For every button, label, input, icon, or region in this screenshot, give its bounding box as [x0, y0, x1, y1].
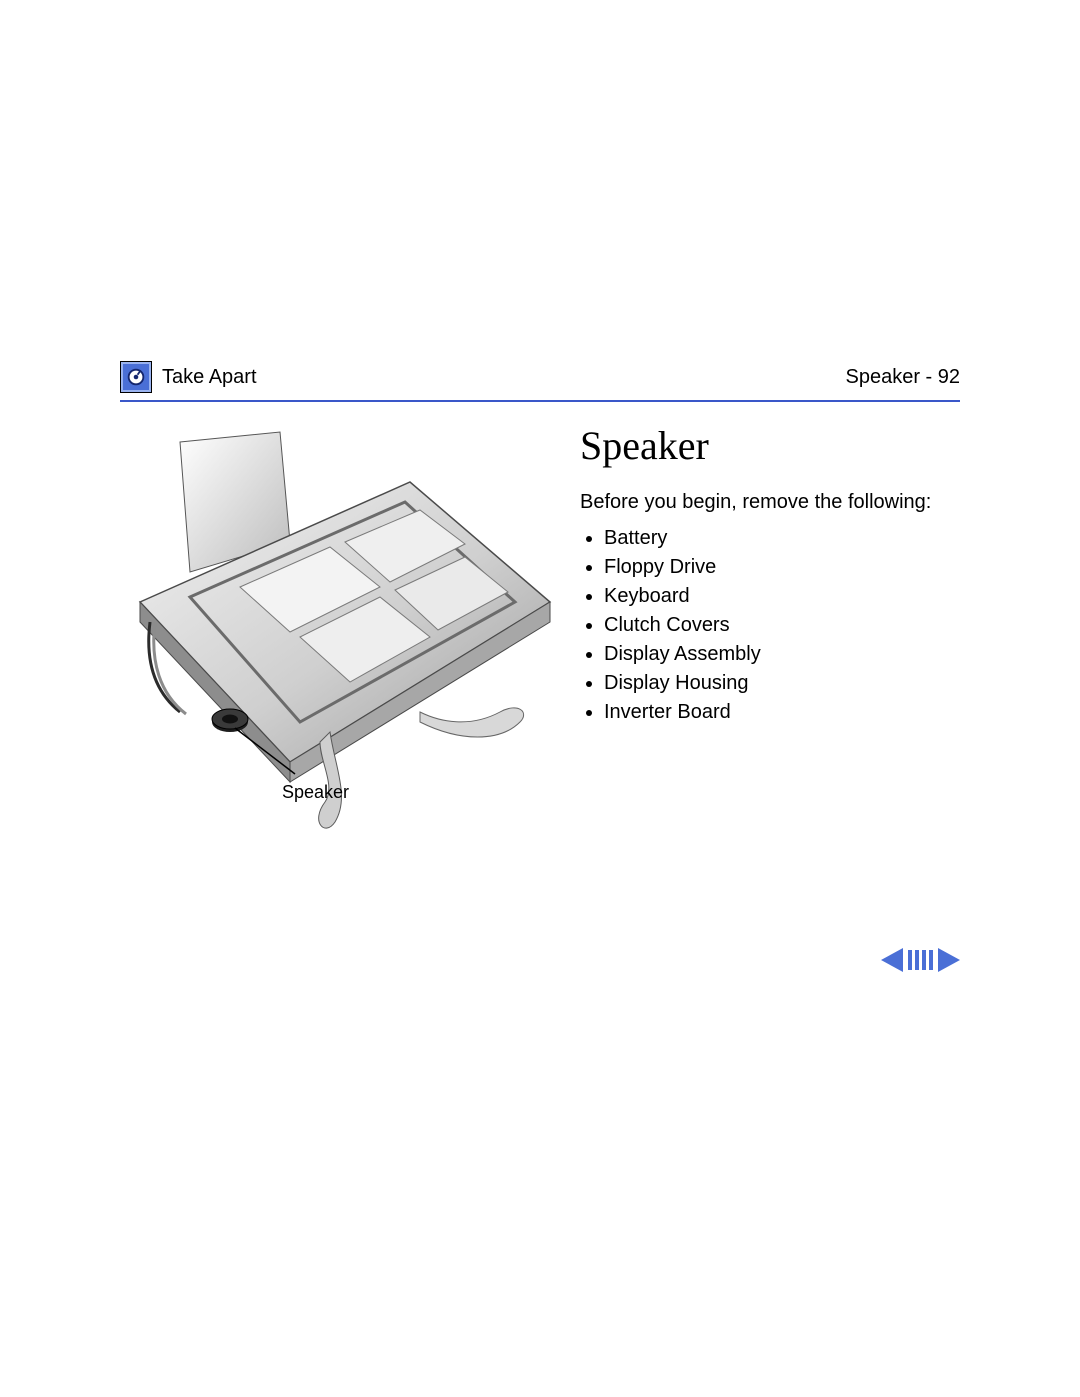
list-item: Clutch Covers: [604, 611, 940, 640]
page-number-label: Speaker - 92: [845, 366, 960, 389]
text-column: Speaker Before you begin, remove the fol…: [580, 412, 940, 727]
prerequisite-list: Battery Floppy Drive Keyboard Clutch Cov…: [580, 524, 940, 727]
nav-index-button[interactable]: [905, 950, 936, 970]
page-title: Speaker: [580, 422, 940, 469]
section-name: Take Apart: [162, 366, 257, 389]
list-item: Display Assembly: [604, 640, 940, 669]
nav-bar-icon: [915, 950, 919, 970]
service-manual-icon: [120, 361, 152, 393]
content-area: Take Apart Speaker - 92: [120, 360, 960, 972]
body-area: Speaker Speaker Before you begin, remove…: [120, 412, 960, 972]
nav-bar-icon: [908, 950, 912, 970]
page-header: Take Apart Speaker - 92: [120, 360, 960, 394]
chassis-illustration: Speaker: [120, 422, 560, 842]
next-page-button[interactable]: [938, 948, 960, 972]
list-item: Inverter Board: [604, 698, 940, 727]
lead-paragraph: Before you begin, remove the following:: [580, 489, 940, 516]
list-item: Keyboard: [604, 582, 940, 611]
header-rule: [120, 400, 960, 402]
nav-bar-icon: [929, 950, 933, 970]
page-nav: [881, 948, 960, 972]
page: Take Apart Speaker - 92: [0, 0, 1080, 1397]
header-left: Take Apart: [120, 361, 257, 393]
list-item: Battery: [604, 524, 940, 553]
figure-callout-speaker: Speaker: [282, 782, 349, 803]
prev-page-button[interactable]: [881, 948, 903, 972]
list-item: Display Housing: [604, 669, 940, 698]
list-item: Floppy Drive: [604, 553, 940, 582]
nav-bar-icon: [922, 950, 926, 970]
